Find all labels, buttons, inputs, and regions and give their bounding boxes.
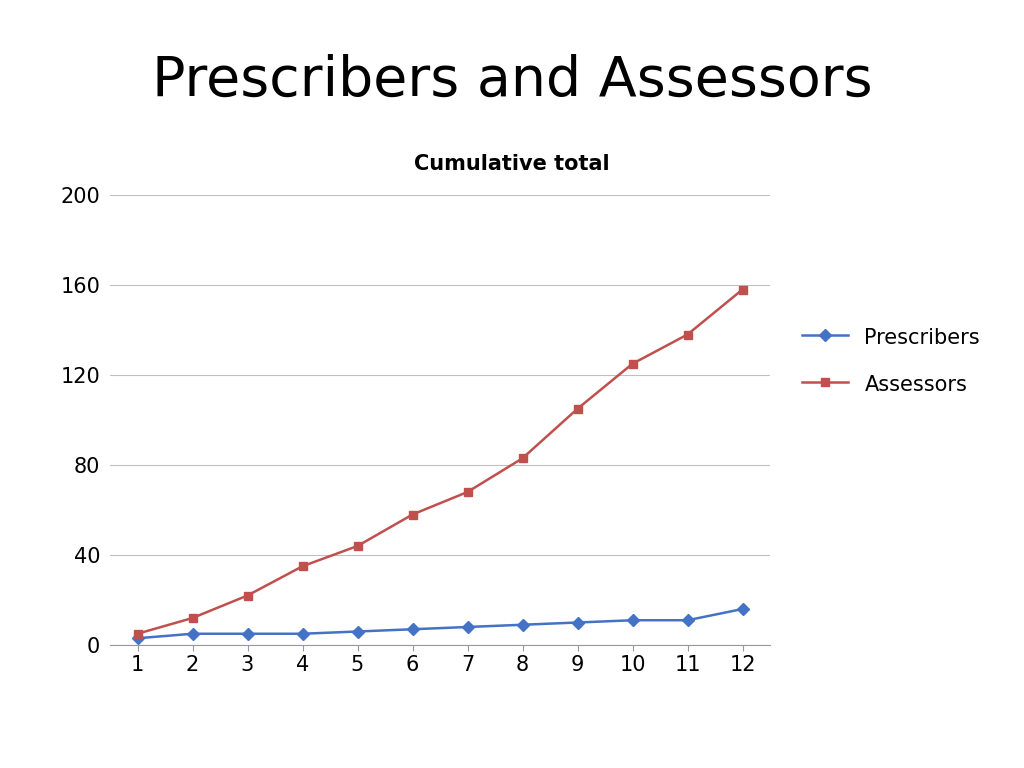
Assessors <box>407 510 419 519</box>
Prescribers <box>627 616 639 625</box>
Prescribers <box>516 620 528 629</box>
Prescribers <box>186 629 199 638</box>
Prescribers <box>681 616 693 625</box>
Assessors <box>351 541 364 551</box>
Assessors <box>131 629 143 638</box>
Prescribers <box>351 627 364 636</box>
Assessors <box>186 614 199 623</box>
Assessors <box>462 488 474 497</box>
Assessors <box>242 591 254 600</box>
Assessors <box>571 404 584 413</box>
Prescribers <box>296 629 308 638</box>
Prescribers <box>571 618 584 627</box>
Line: Assessors: Assessors <box>133 286 746 638</box>
Prescribers <box>736 604 749 614</box>
Prescribers <box>407 624 419 634</box>
Assessors <box>516 454 528 463</box>
Text: Cumulative total: Cumulative total <box>414 154 610 174</box>
Prescribers <box>242 629 254 638</box>
Assessors <box>296 561 308 571</box>
Line: Prescribers: Prescribers <box>133 605 746 642</box>
Legend: Prescribers, Assessors: Prescribers, Assessors <box>794 318 988 403</box>
Prescribers <box>462 622 474 631</box>
Assessors <box>681 330 693 339</box>
Assessors <box>627 359 639 369</box>
Assessors <box>736 285 749 294</box>
Prescribers <box>131 634 143 643</box>
Text: Prescribers and Assessors: Prescribers and Assessors <box>152 54 872 108</box>
